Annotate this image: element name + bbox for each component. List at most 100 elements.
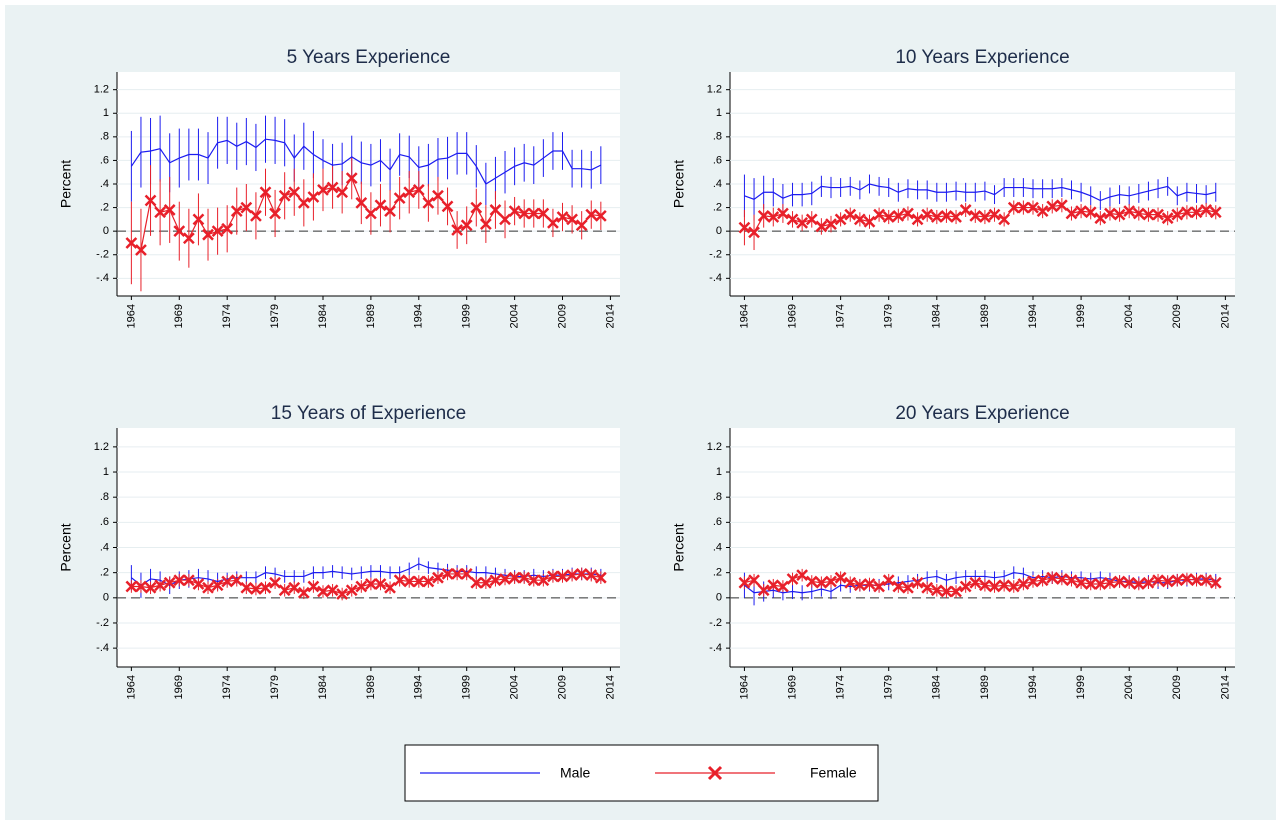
marker bbox=[163, 204, 176, 216]
x-tick-label: 1989 bbox=[365, 304, 377, 328]
marker bbox=[441, 200, 454, 213]
x-tick-label: 1984 bbox=[317, 675, 329, 699]
marker bbox=[1209, 206, 1222, 219]
marker bbox=[355, 580, 368, 593]
y-tick-label: 1 bbox=[103, 107, 109, 119]
marker bbox=[230, 574, 243, 587]
marker bbox=[527, 574, 540, 587]
marker bbox=[1027, 575, 1039, 588]
marker bbox=[460, 219, 473, 232]
marker bbox=[969, 576, 982, 589]
marker bbox=[269, 576, 281, 589]
marker bbox=[393, 192, 406, 205]
marker bbox=[805, 213, 818, 226]
marker bbox=[345, 172, 358, 184]
y-tick-label: .4 bbox=[100, 178, 109, 190]
marker bbox=[317, 585, 329, 598]
marker bbox=[403, 186, 416, 199]
marker bbox=[1104, 576, 1116, 589]
x-tick-label: 1979 bbox=[883, 675, 895, 699]
marker bbox=[470, 201, 483, 214]
marker bbox=[748, 574, 760, 587]
marker bbox=[1142, 576, 1155, 589]
marker bbox=[1007, 201, 1020, 214]
x-tick-label: 1969 bbox=[786, 675, 798, 699]
y-tick-label: .2 bbox=[100, 567, 109, 579]
x-tick-label: 1964 bbox=[125, 304, 137, 328]
marker bbox=[1152, 208, 1164, 221]
marker bbox=[940, 585, 953, 598]
marker bbox=[345, 584, 358, 597]
x-tick-label: 1964 bbox=[738, 675, 750, 699]
marker bbox=[326, 584, 339, 597]
series-line bbox=[130, 138, 602, 185]
y-tick-label: .8 bbox=[100, 491, 109, 503]
marker bbox=[767, 579, 780, 592]
marker bbox=[873, 208, 885, 221]
marker bbox=[365, 578, 377, 590]
x-tick-label: 1964 bbox=[125, 675, 137, 699]
x-tick-label: 1999 bbox=[1075, 304, 1087, 328]
marker bbox=[125, 580, 138, 593]
marker bbox=[892, 209, 905, 222]
x-tick-label: 1999 bbox=[461, 675, 473, 699]
marker bbox=[1065, 207, 1078, 220]
marker bbox=[575, 568, 588, 580]
legend-label: Female bbox=[810, 765, 857, 781]
x-tick-label: 2009 bbox=[1171, 675, 1183, 699]
marker bbox=[182, 232, 195, 245]
marker bbox=[230, 205, 243, 217]
marker bbox=[911, 576, 924, 589]
marker bbox=[508, 205, 521, 217]
y-tick-label: .8 bbox=[713, 491, 722, 503]
marker bbox=[594, 571, 607, 584]
y-tick-label: .6 bbox=[100, 516, 109, 528]
marker bbox=[163, 576, 176, 589]
marker bbox=[815, 220, 828, 233]
y-tick-label: .8 bbox=[713, 131, 722, 143]
y-tick-label: .6 bbox=[713, 516, 722, 528]
x-tick-label: 2004 bbox=[1123, 304, 1135, 328]
marker bbox=[979, 579, 991, 592]
y-tick-label: .4 bbox=[713, 178, 722, 190]
marker bbox=[1046, 200, 1059, 213]
marker bbox=[135, 244, 147, 256]
marker bbox=[921, 208, 934, 221]
marker bbox=[1075, 205, 1087, 217]
marker bbox=[489, 574, 502, 587]
x-tick-label: 1994 bbox=[413, 675, 425, 699]
marker bbox=[930, 584, 943, 597]
marker bbox=[998, 213, 1011, 226]
marker bbox=[959, 204, 972, 216]
marker bbox=[412, 184, 425, 196]
marker bbox=[1161, 212, 1174, 225]
marker bbox=[403, 575, 416, 588]
marker bbox=[451, 568, 464, 580]
y-tick-label: -.4 bbox=[96, 272, 109, 284]
y-tick-label: .2 bbox=[713, 201, 722, 213]
marker bbox=[921, 581, 934, 594]
marker bbox=[393, 574, 406, 587]
marker bbox=[902, 207, 914, 220]
x-tick-label: 1974 bbox=[835, 304, 847, 328]
y-tick-label: 1 bbox=[716, 466, 722, 478]
marker bbox=[1027, 201, 1039, 214]
marker bbox=[1142, 208, 1155, 221]
x-tick-label: 2009 bbox=[556, 675, 568, 699]
marker bbox=[1152, 574, 1164, 587]
chart-title: 20 Years Experience bbox=[895, 403, 1069, 424]
marker bbox=[1123, 205, 1136, 217]
marker bbox=[278, 189, 291, 202]
chart-title: 5 Years Experience bbox=[287, 47, 451, 68]
marker bbox=[278, 584, 291, 597]
marker bbox=[950, 211, 962, 223]
marker bbox=[1094, 578, 1107, 590]
marker bbox=[1046, 571, 1059, 584]
marker bbox=[834, 213, 847, 226]
marker bbox=[805, 575, 818, 588]
marker bbox=[1200, 204, 1213, 216]
marker bbox=[1017, 578, 1030, 590]
x-tick-label: 2014 bbox=[604, 675, 616, 699]
marker bbox=[1132, 578, 1145, 590]
marker bbox=[566, 213, 578, 226]
